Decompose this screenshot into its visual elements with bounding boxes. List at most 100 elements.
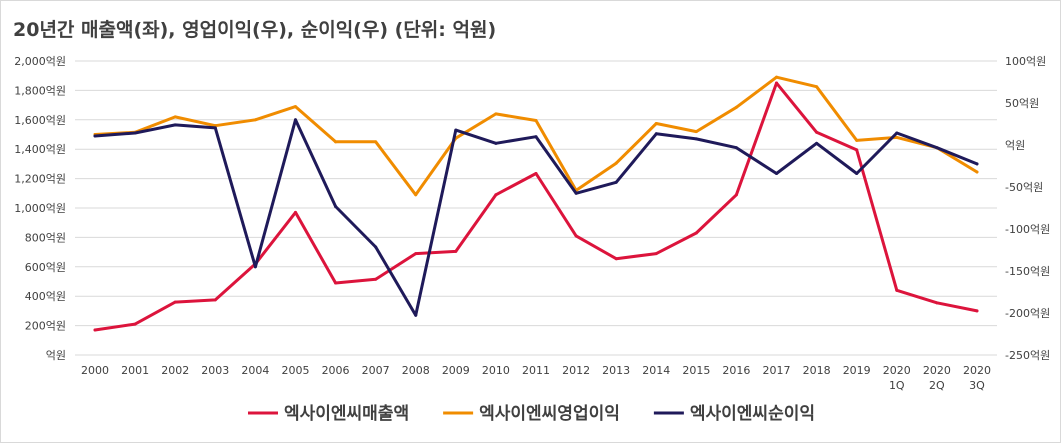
x-tick-label: 2005 [281, 364, 309, 377]
x-tick-label: 2008 [402, 364, 430, 377]
data-point [855, 171, 859, 175]
data-point [775, 81, 779, 85]
data-point [133, 322, 137, 326]
data-point [574, 234, 578, 238]
data-point [374, 277, 378, 281]
x-tick-label: 2002 [161, 364, 189, 377]
data-point [614, 161, 618, 165]
data-point [935, 146, 939, 150]
data-point [253, 118, 257, 122]
y-right-tick-label: -150억원 [1005, 265, 1050, 278]
x-tick-label: 2006 [322, 364, 350, 377]
x-tick-label: 2014 [642, 364, 670, 377]
data-point [334, 281, 338, 285]
y-left-tick-label: 1,800억원 [14, 84, 66, 97]
data-point [253, 265, 257, 269]
data-point [734, 146, 738, 150]
data-point [534, 171, 538, 175]
data-point [895, 288, 899, 292]
data-point [454, 128, 458, 132]
x-tick-label: 2011 [522, 364, 550, 377]
data-point [815, 141, 819, 145]
y-left-tick-label: 2,000억원 [14, 55, 66, 68]
y-right-tick-label: 억원 [1005, 139, 1025, 152]
data-point [414, 193, 418, 197]
data-point [133, 131, 137, 135]
x-tick-label: 1Q [889, 379, 905, 392]
x-tick-label: 2012 [562, 364, 590, 377]
data-point [293, 118, 297, 122]
data-point [734, 193, 738, 197]
data-point [614, 180, 618, 184]
data-point [494, 141, 498, 145]
data-point [654, 252, 658, 256]
data-point [454, 249, 458, 253]
data-point [895, 131, 899, 135]
y-right-tick-label: -50억원 [1005, 181, 1043, 194]
y-right-tick-label: -100억원 [1005, 223, 1050, 236]
data-point [293, 210, 297, 214]
data-point [173, 115, 177, 119]
data-point [694, 130, 698, 134]
data-point [855, 138, 859, 142]
data-point [213, 298, 217, 302]
x-tick-label: 2020 [883, 364, 911, 377]
data-point [334, 140, 338, 144]
data-point [815, 85, 819, 89]
x-tick-label: 2007 [362, 364, 390, 377]
x-tick-label: 2016 [722, 364, 750, 377]
data-point [855, 148, 859, 152]
y-right-tick-label: -200억원 [1005, 307, 1050, 320]
y-left-tick-label: 억원 [46, 349, 66, 362]
data-point [494, 193, 498, 197]
data-point [374, 245, 378, 249]
y-left-tick-label: 200억원 [25, 320, 66, 333]
data-point [414, 252, 418, 256]
data-point [975, 162, 979, 166]
data-point [975, 170, 979, 174]
data-point [334, 205, 338, 209]
x-tick-label: 2004 [241, 364, 269, 377]
y-left-tick-label: 1,400억원 [14, 143, 66, 156]
y-left-tick-label: 1,600억원 [14, 114, 66, 127]
x-tick-label: 2019 [843, 364, 871, 377]
x-tick-label: 2010 [482, 364, 510, 377]
x-tick-label: 2017 [763, 364, 791, 377]
data-point [574, 191, 578, 195]
data-point [173, 123, 177, 127]
x-tick-label: 2009 [442, 364, 470, 377]
data-point [534, 119, 538, 123]
chart-title: 20년간 매출액(좌), 영업이익(우), 순이익(우) (단위: 억원) [13, 19, 497, 41]
data-point [895, 135, 899, 139]
y-left-tick-label: 1,000억원 [14, 202, 66, 215]
data-point [213, 126, 217, 130]
legend-label-3: 엑사이엔씨순이익 [690, 404, 815, 424]
x-tick-label: 2001 [121, 364, 149, 377]
x-tick-label: 3Q [969, 379, 985, 392]
x-tick-label: 2000 [81, 364, 109, 377]
data-point [935, 301, 939, 305]
x-tick-label: 2Q [929, 379, 945, 392]
data-point [534, 135, 538, 139]
legend-label-1: 엑사이엔씨매출액 [284, 404, 409, 424]
y-left-tick-label: 800억원 [25, 231, 66, 244]
data-point [775, 75, 779, 79]
x-tick-label: 2013 [602, 364, 630, 377]
y-right-tick-label: 100억원 [1005, 55, 1046, 68]
data-point [775, 171, 779, 175]
data-point [654, 132, 658, 136]
data-point [694, 231, 698, 235]
data-point [694, 137, 698, 141]
data-point [734, 105, 738, 109]
x-tick-label: 2020 [963, 364, 991, 377]
y-left-tick-label: 400억원 [25, 290, 66, 303]
x-tick-label: 2003 [201, 364, 229, 377]
y-left-tick-label: 1,200억원 [14, 173, 66, 186]
x-tick-label: 2020 [923, 364, 951, 377]
y-right-tick-label: -250억원 [1005, 349, 1050, 362]
data-point [293, 105, 297, 109]
data-point [93, 134, 97, 138]
data-point [374, 140, 378, 144]
